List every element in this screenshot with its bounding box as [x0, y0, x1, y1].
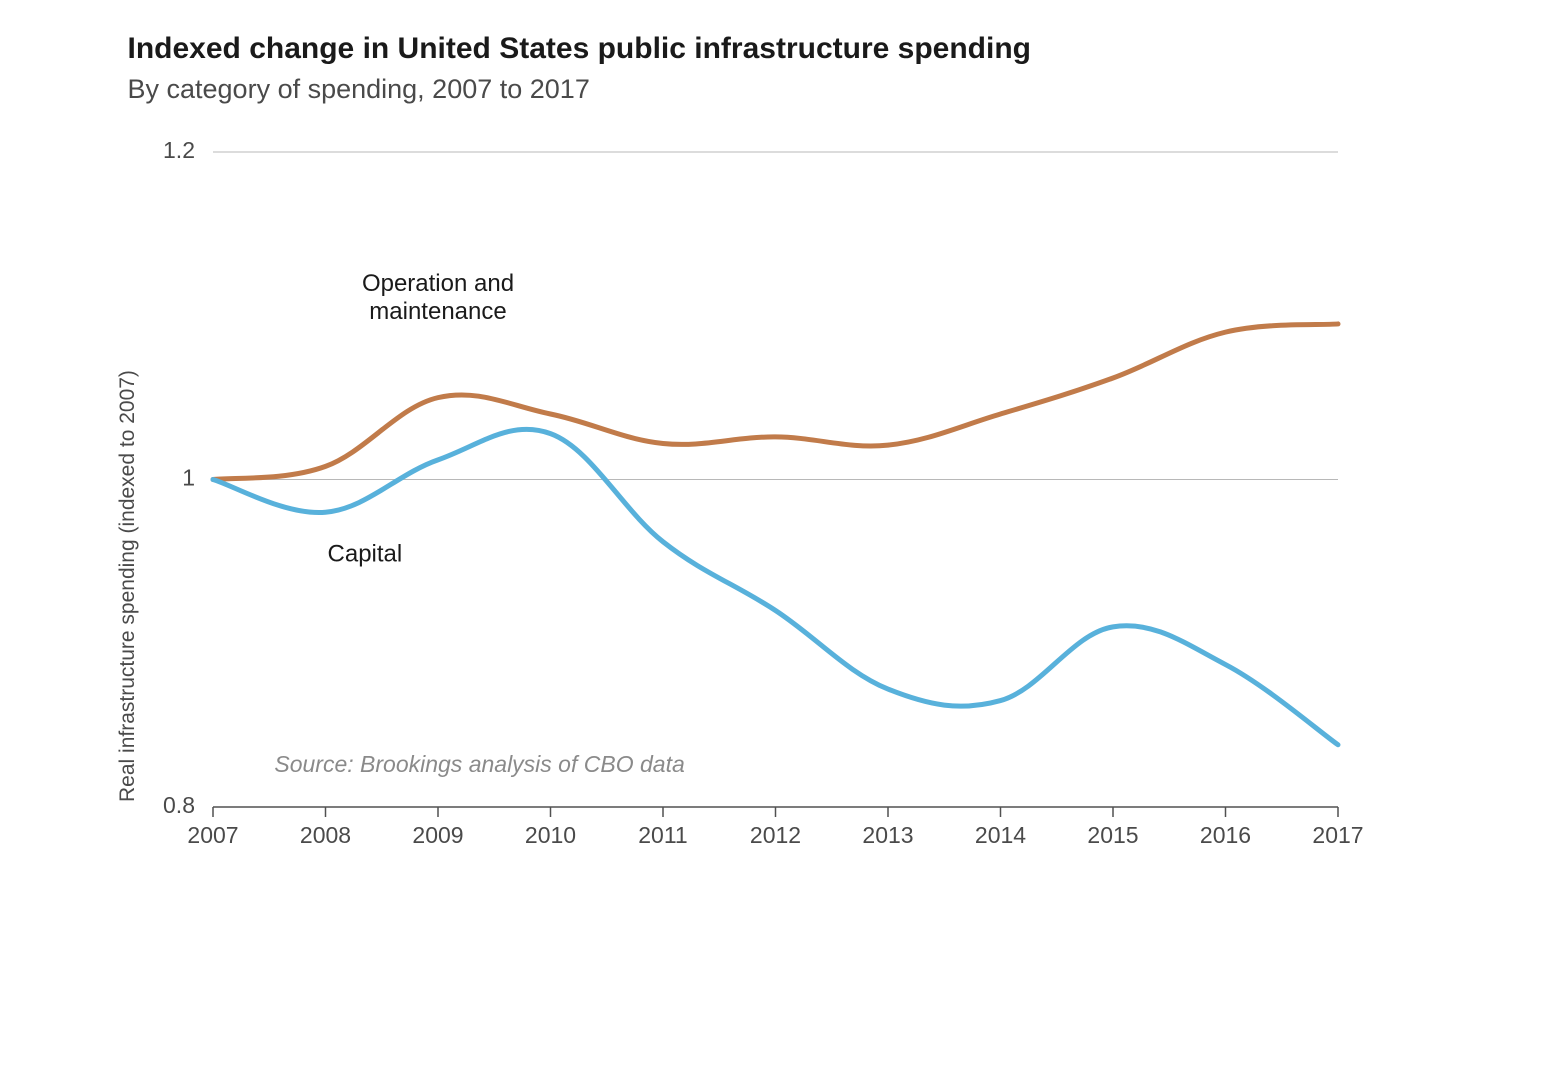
- series-line: [213, 324, 1338, 480]
- chart-container: Indexed change in United States public i…: [98, 0, 1448, 975]
- series-label: Operation and: [361, 270, 513, 297]
- x-tick-label: 2012: [749, 822, 800, 848]
- series-line: [213, 429, 1338, 744]
- series-label: Capital: [327, 540, 402, 567]
- series-label: maintenance: [369, 297, 506, 324]
- x-tick-label: 2014: [974, 822, 1025, 848]
- y-axis-title: Real infrastructure spending (indexed to…: [116, 370, 140, 802]
- x-tick-label: 2017: [1312, 822, 1363, 848]
- x-tick-label: 2016: [1199, 822, 1250, 848]
- plot-area: Real infrastructure spending (indexed to…: [98, 127, 1448, 867]
- x-tick-label: 2007: [187, 822, 238, 848]
- source-note: Source: Brookings analysis of CBO data: [274, 751, 684, 778]
- chart-title: Indexed change in United States public i…: [128, 30, 1448, 68]
- x-tick-label: 2008: [299, 822, 350, 848]
- x-tick-label: 2011: [638, 822, 687, 848]
- x-tick-label: 2010: [524, 822, 575, 848]
- y-tick-label: 0.8: [163, 792, 195, 818]
- x-tick-label: 2013: [862, 822, 913, 848]
- x-tick-label: 2015: [1087, 822, 1138, 848]
- y-tick-label: 1: [182, 464, 195, 490]
- x-tick-label: 2009: [412, 822, 463, 848]
- y-tick-label: 1.2: [163, 137, 195, 163]
- chart-subtitle: By category of spending, 2007 to 2017: [128, 72, 1448, 107]
